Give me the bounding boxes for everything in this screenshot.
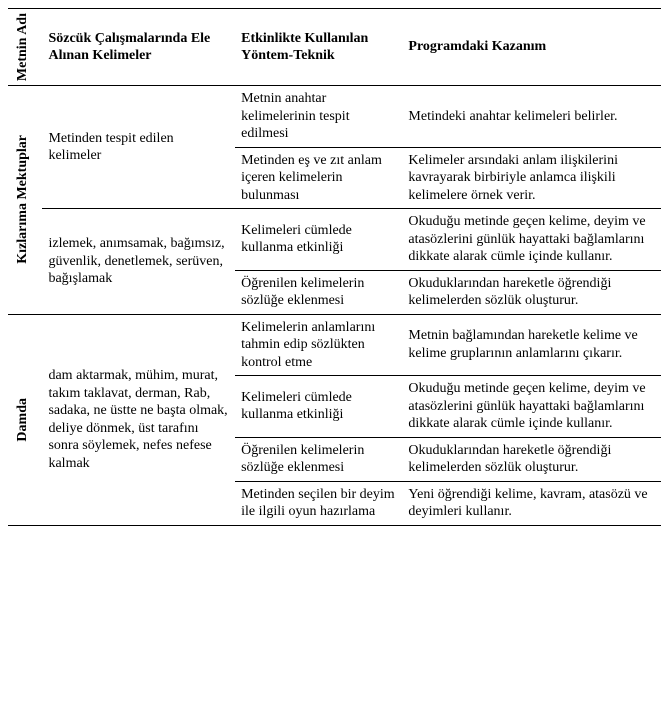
gain-cell: Yeni öğrendiği kelime, kavram, atasözü v… xyxy=(402,481,661,525)
words-cell: Metinden tespit edilen kelimeler xyxy=(42,86,235,209)
method-cell: Metinden seçilen bir deyim ile ilgili oy… xyxy=(235,481,402,525)
gain-cell: Okuduklarından hareketle öğrendiği kelim… xyxy=(402,437,661,481)
gain-cell: Okuduklarından hareketle öğrendiği kelim… xyxy=(402,270,661,314)
method-cell: Öğrenilen kelimelerin sözlüğe eklenmesi xyxy=(235,437,402,481)
header-col2: Sözcük Çalışmalarında Ele Alınan Kelimel… xyxy=(42,9,235,86)
method-cell: Kelimeleri cümlede kullanma etkinliği xyxy=(235,209,402,271)
section-title: Damda xyxy=(14,398,32,442)
header-col1: Metnin Adı xyxy=(8,9,42,86)
header-col3: Etkinlikte Kullanılan Yöntem-Teknik xyxy=(235,9,402,86)
section-title-cell: Kızlarıma Mektuplar xyxy=(8,86,42,315)
gain-cell: Okuduğu metinde geçen kelime, deyim ve a… xyxy=(402,376,661,438)
header-col4: Programdaki Kazanım xyxy=(402,9,661,86)
section-title: Kızlarıma Mektuplar xyxy=(14,135,32,264)
header-col1-label: Metnin Adı xyxy=(14,13,32,81)
curriculum-table: Metnin Adı Sözcük Çalışmalarında Ele Alı… xyxy=(8,8,661,526)
method-cell: Kelimelerin anlamlarını tahmin edip sözl… xyxy=(235,314,402,376)
gain-cell: Okuduğu metinde geçen kelime, deyim ve a… xyxy=(402,209,661,271)
section-title-cell: Damda xyxy=(8,314,42,525)
method-cell: Metnin anahtar kelimelerinin tespit edil… xyxy=(235,86,402,148)
gain-cell: Kelimeler arsındaki anlam ilişkilerini k… xyxy=(402,147,661,209)
method-cell: Öğrenilen kelimelerin sözlüğe eklenmesi xyxy=(235,270,402,314)
words-cell: dam aktarmak, mühim, murat, takım taklav… xyxy=(42,314,235,525)
method-cell: Metinden eş ve zıt anlam içeren kelimele… xyxy=(235,147,402,209)
gain-cell: Metindeki anahtar kelimeleri belirler. xyxy=(402,86,661,148)
gain-cell: Metnin bağlamından hareketle kelime ve k… xyxy=(402,314,661,376)
method-cell: Kelimeleri cümlede kullanma etkinliği xyxy=(235,376,402,438)
words-cell: izlemek, anımsamak, bağımsız, güvenlik, … xyxy=(42,209,235,315)
